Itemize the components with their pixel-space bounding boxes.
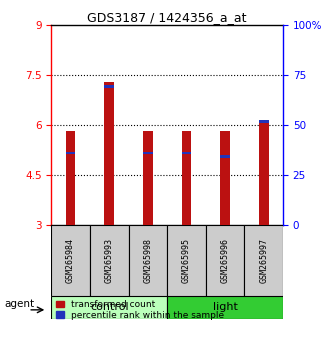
Bar bbox=[143, 131, 153, 225]
Text: control: control bbox=[90, 302, 128, 312]
Text: agent: agent bbox=[4, 299, 34, 309]
Bar bbox=[220, 131, 230, 225]
Bar bbox=[128, 225, 167, 296]
Bar bbox=[167, 296, 283, 319]
Text: GSM265993: GSM265993 bbox=[105, 238, 114, 283]
Bar bbox=[259, 121, 268, 225]
Bar bbox=[259, 120, 268, 123]
Text: light: light bbox=[213, 302, 238, 312]
Text: GSM265996: GSM265996 bbox=[220, 238, 230, 283]
Text: GSM265984: GSM265984 bbox=[66, 238, 75, 283]
Legend: transformed count, percentile rank within the sample: transformed count, percentile rank withi… bbox=[56, 300, 224, 320]
Text: GSM265995: GSM265995 bbox=[182, 238, 191, 283]
Bar bbox=[220, 155, 230, 158]
Bar bbox=[51, 225, 90, 296]
Bar bbox=[244, 225, 283, 296]
Bar bbox=[182, 152, 191, 154]
Bar bbox=[167, 225, 206, 296]
Bar bbox=[104, 85, 114, 88]
Bar bbox=[143, 152, 153, 154]
Bar bbox=[90, 225, 128, 296]
Text: GSM265997: GSM265997 bbox=[259, 238, 268, 283]
Bar bbox=[104, 82, 114, 225]
Bar bbox=[51, 296, 167, 319]
Bar bbox=[182, 131, 191, 225]
Bar bbox=[66, 152, 75, 154]
Text: GSM265998: GSM265998 bbox=[143, 238, 152, 283]
Bar bbox=[206, 225, 244, 296]
Bar bbox=[66, 131, 75, 225]
Title: GDS3187 / 1424356_a_at: GDS3187 / 1424356_a_at bbox=[87, 11, 247, 24]
